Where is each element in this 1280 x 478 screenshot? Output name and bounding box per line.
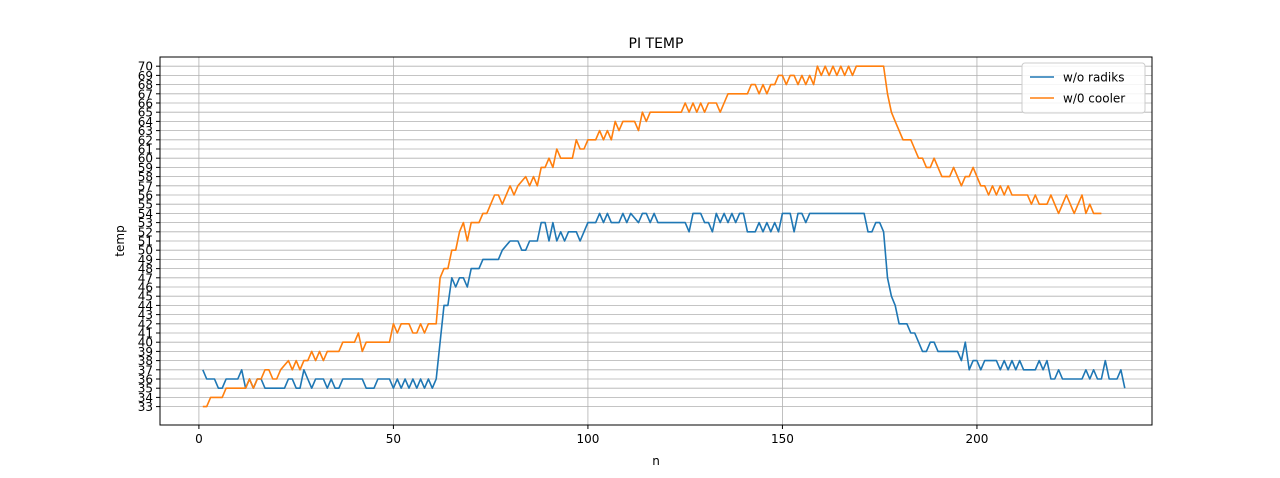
tick-layer: 0 50 100 150 200 3334353637383940414243444546… — [138, 60, 989, 446]
y-tick-label: 70 — [138, 60, 153, 74]
y-tick-label: 38 — [138, 354, 153, 368]
y-tick-label: 42 — [138, 317, 153, 331]
y-tick-label: 51 — [138, 235, 153, 249]
y-tick-label: 57 — [138, 179, 153, 193]
y-tick-label: 65 — [138, 106, 153, 120]
y-tick-label: 45 — [138, 290, 153, 304]
y-tick-label: 52 — [138, 225, 153, 239]
y-tick-label: 60 — [138, 152, 153, 166]
y-tick-label: 56 — [138, 189, 153, 203]
y-tick-label: 40 — [138, 336, 153, 350]
y-tick-label: 46 — [138, 281, 153, 295]
y-tick-label: 49 — [138, 253, 153, 267]
legend-label: w/o radiks — [1063, 71, 1124, 85]
x-tick-label: 0 — [195, 432, 203, 446]
y-tick-label: 59 — [138, 161, 153, 175]
x-tick-label: 100 — [576, 432, 599, 446]
y-tick-label: 47 — [138, 271, 153, 285]
y-tick-label: 36 — [138, 373, 153, 387]
y-tick-label: 53 — [138, 216, 153, 230]
y-tick-label: 64 — [138, 115, 153, 129]
x-tick-label: 50 — [386, 432, 401, 446]
y-tick-label: 61 — [138, 143, 153, 157]
y-tick-label: 34 — [138, 391, 153, 405]
series-line-1 — [202, 212, 1126, 389]
y-tick-label: 39 — [138, 345, 153, 359]
y-tick-label: 37 — [138, 363, 153, 377]
legend-label: w/0 cooler — [1063, 92, 1125, 106]
series-layer — [202, 65, 1126, 408]
y-tick-label: 41 — [138, 327, 153, 341]
y-tick-label: 33 — [138, 400, 153, 414]
x-tick-label: 150 — [771, 432, 794, 446]
y-tick-label: 66 — [138, 97, 153, 111]
series-line-2 — [202, 65, 1102, 408]
y-tick-label: 35 — [138, 382, 153, 396]
y-tick-label: 54 — [138, 207, 153, 221]
y-tick-label: 63 — [138, 124, 153, 138]
y-tick-label: 68 — [138, 78, 153, 92]
legend-box — [1021, 62, 1146, 114]
y-tick-label: 69 — [138, 69, 153, 83]
y-tick-label: 43 — [138, 308, 153, 322]
y-tick-label: 67 — [138, 87, 153, 101]
y-tick-label: 50 — [138, 244, 153, 258]
y-tick-label: 48 — [138, 262, 153, 276]
y-tick-label: 44 — [138, 299, 153, 313]
y-tick-label: 55 — [138, 198, 153, 212]
y-tick-label: 58 — [138, 170, 153, 184]
y-axis-label: temp — [113, 225, 127, 256]
y-tick-label: 62 — [138, 133, 153, 147]
legend: w/o radiks w/0 cooler — [1021, 62, 1146, 114]
chart-title: PI TEMP — [629, 36, 684, 52]
x-tick-label: 200 — [965, 432, 988, 446]
x-axis-label: n — [652, 454, 660, 468]
